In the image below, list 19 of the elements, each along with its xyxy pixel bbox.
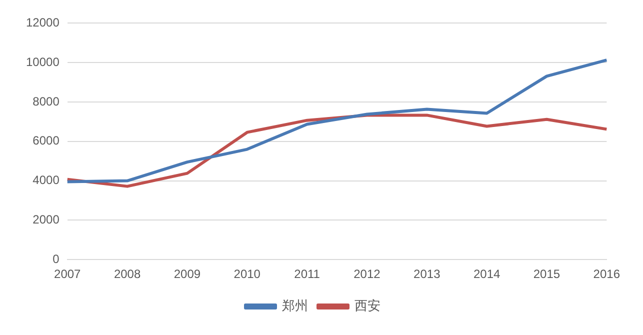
legend-label: 郑州 xyxy=(282,298,308,314)
x-tick-label: 2013 xyxy=(414,267,441,282)
y-tick-label: 6000 xyxy=(32,134,60,148)
x-tick-label: 2014 xyxy=(473,267,500,282)
x-tick-label: 2010 xyxy=(234,267,261,282)
x-tick-label: 2008 xyxy=(114,267,141,282)
y-tick-label: 4000 xyxy=(32,173,60,188)
y-tick-label: 0 xyxy=(52,252,60,266)
legend-label: 西安 xyxy=(354,298,380,314)
x-tick-label: 2012 xyxy=(354,267,381,282)
x-tick-label: 2011 xyxy=(294,267,320,282)
x-tick-label: 2009 xyxy=(174,267,201,282)
x-tick-label: 2015 xyxy=(533,267,560,282)
y-tick-label: 8000 xyxy=(32,94,60,108)
y-tick-label: 12000 xyxy=(26,16,60,30)
x-tick-label: 2016 xyxy=(593,267,620,282)
y-tick-label: 2000 xyxy=(32,212,60,227)
y-tick-label: 10000 xyxy=(26,54,60,69)
x-tick-label: 2007 xyxy=(54,267,82,282)
